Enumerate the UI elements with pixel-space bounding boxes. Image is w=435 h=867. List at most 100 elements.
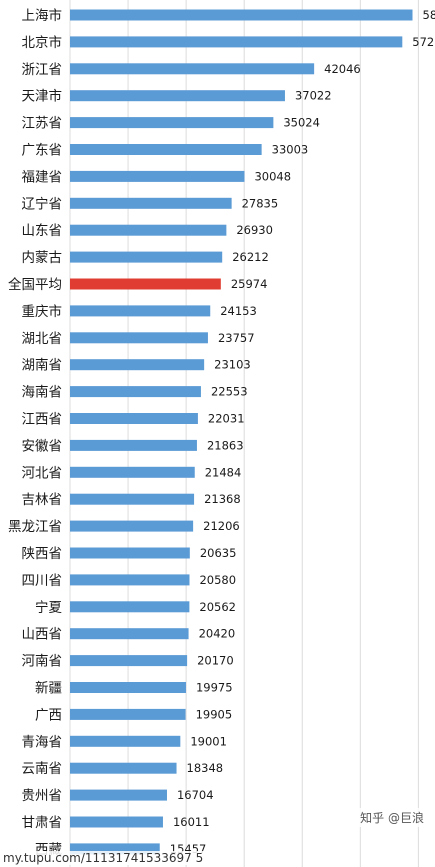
category-label: 贵州省 <box>22 788 63 804</box>
value-label: 35024 <box>283 116 320 130</box>
bar <box>70 278 221 290</box>
value-label: 22031 <box>208 412 245 426</box>
category-label: 四川省 <box>22 573 63 589</box>
watermark-text: 知乎 @巨浪 <box>357 808 427 827</box>
value-label: 26212 <box>232 250 269 264</box>
category-label: 浙江省 <box>22 62 63 78</box>
value-label: 16704 <box>177 788 214 802</box>
bar <box>70 224 227 236</box>
value-label: 30048 <box>254 169 291 183</box>
bar <box>70 762 177 774</box>
bar <box>70 332 208 344</box>
bar <box>70 117 274 129</box>
category-label: 宁夏 <box>35 599 62 616</box>
category-label: 甘肃省 <box>22 815 63 831</box>
value-label: 22553 <box>211 385 248 399</box>
category-label: 广西 <box>35 707 62 723</box>
value-label: 33003 <box>272 143 309 157</box>
bar <box>70 251 223 263</box>
value-label: 21484 <box>205 465 242 479</box>
bar <box>70 520 194 532</box>
bar <box>70 90 285 102</box>
category-label: 新疆 <box>35 681 62 697</box>
category-label: 江西省 <box>22 412 63 428</box>
category-label: 云南省 <box>22 761 63 777</box>
category-label: 广东省 <box>22 143 63 159</box>
value-label: 37022 <box>295 89 332 103</box>
bar <box>70 466 195 478</box>
value-label: 21368 <box>204 492 241 506</box>
chart-bars <box>70 9 413 855</box>
source-url-text: my.tupu.com/11131741533697 5 <box>0 851 207 865</box>
value-label: 25974 <box>231 277 268 291</box>
value-label: 42046 <box>324 62 361 76</box>
category-label: 福建省 <box>22 169 63 185</box>
bar <box>70 655 188 667</box>
value-label: 20635 <box>200 546 237 560</box>
category-label: 湖北省 <box>22 331 63 347</box>
value-label: 19905 <box>196 707 233 721</box>
bar <box>70 547 190 559</box>
value-label: 24153 <box>220 304 257 318</box>
value-label: 20580 <box>199 573 236 587</box>
bar <box>70 628 189 640</box>
category-label: 辽宁省 <box>22 195 63 212</box>
bar <box>70 9 413 21</box>
value-label: 23757 <box>218 331 255 345</box>
bar <box>70 493 195 505</box>
category-label: 重庆市 <box>22 303 63 320</box>
bar <box>70 144 262 155</box>
value-label: 23103 <box>214 358 251 372</box>
value-label: 18348 <box>187 761 224 775</box>
category-label: 江苏省 <box>22 116 63 132</box>
bar <box>70 413 198 424</box>
category-label: 北京市 <box>22 34 63 51</box>
chart-value-labels: 58988 57230 42046 37022 35024 33003 30048 27835… <box>170 8 435 856</box>
value-label: 57230 <box>412 35 435 49</box>
bar <box>70 789 167 801</box>
category-label: 内蒙古 <box>22 250 63 266</box>
category-label: 黑龙江省 <box>8 519 62 535</box>
category-label: 青海省 <box>22 734 63 750</box>
category-label: 河北省 <box>22 465 63 481</box>
bar <box>70 574 190 586</box>
bar <box>70 439 197 451</box>
bar <box>70 359 205 371</box>
category-label: 安徽省 <box>22 438 63 454</box>
value-label: 21863 <box>207 438 244 452</box>
value-label: 58988 <box>423 8 435 22</box>
bar <box>70 305 211 317</box>
value-label: 19975 <box>196 681 233 695</box>
category-label: 湖南省 <box>22 358 63 374</box>
category-label: 河南省 <box>22 654 63 670</box>
category-label: 山西省 <box>22 627 63 643</box>
value-label: 19001 <box>190 734 227 748</box>
value-label: 27835 <box>242 196 279 210</box>
category-label: 全国平均 <box>8 276 62 293</box>
category-label: 天津市 <box>22 88 63 105</box>
bar <box>70 36 403 48</box>
bar <box>70 843 160 855</box>
value-label: 20420 <box>199 627 236 641</box>
bar <box>70 735 181 747</box>
category-label: 陕西省 <box>22 546 63 562</box>
bar <box>70 708 186 720</box>
bar <box>70 816 163 828</box>
value-label: 20562 <box>199 600 236 614</box>
category-label: 海南省 <box>22 385 63 401</box>
bar <box>70 386 201 398</box>
category-label: 山东省 <box>22 223 63 239</box>
value-label: 20170 <box>197 654 234 668</box>
bar <box>70 601 190 613</box>
chart-category-labels: 上海市北京市浙江省天津市江苏省广东省福建省辽宁省山东省内蒙古全国平均重庆市湖北省… <box>8 7 62 858</box>
bar <box>70 682 186 693</box>
bar <box>70 170 245 182</box>
category-label: 上海市 <box>22 7 63 24</box>
value-label: 26930 <box>236 223 273 237</box>
bar <box>70 197 232 209</box>
bar <box>70 63 315 75</box>
value-label: 16011 <box>173 815 210 829</box>
category-label: 吉林省 <box>22 492 63 508</box>
value-label: 21206 <box>203 519 240 533</box>
